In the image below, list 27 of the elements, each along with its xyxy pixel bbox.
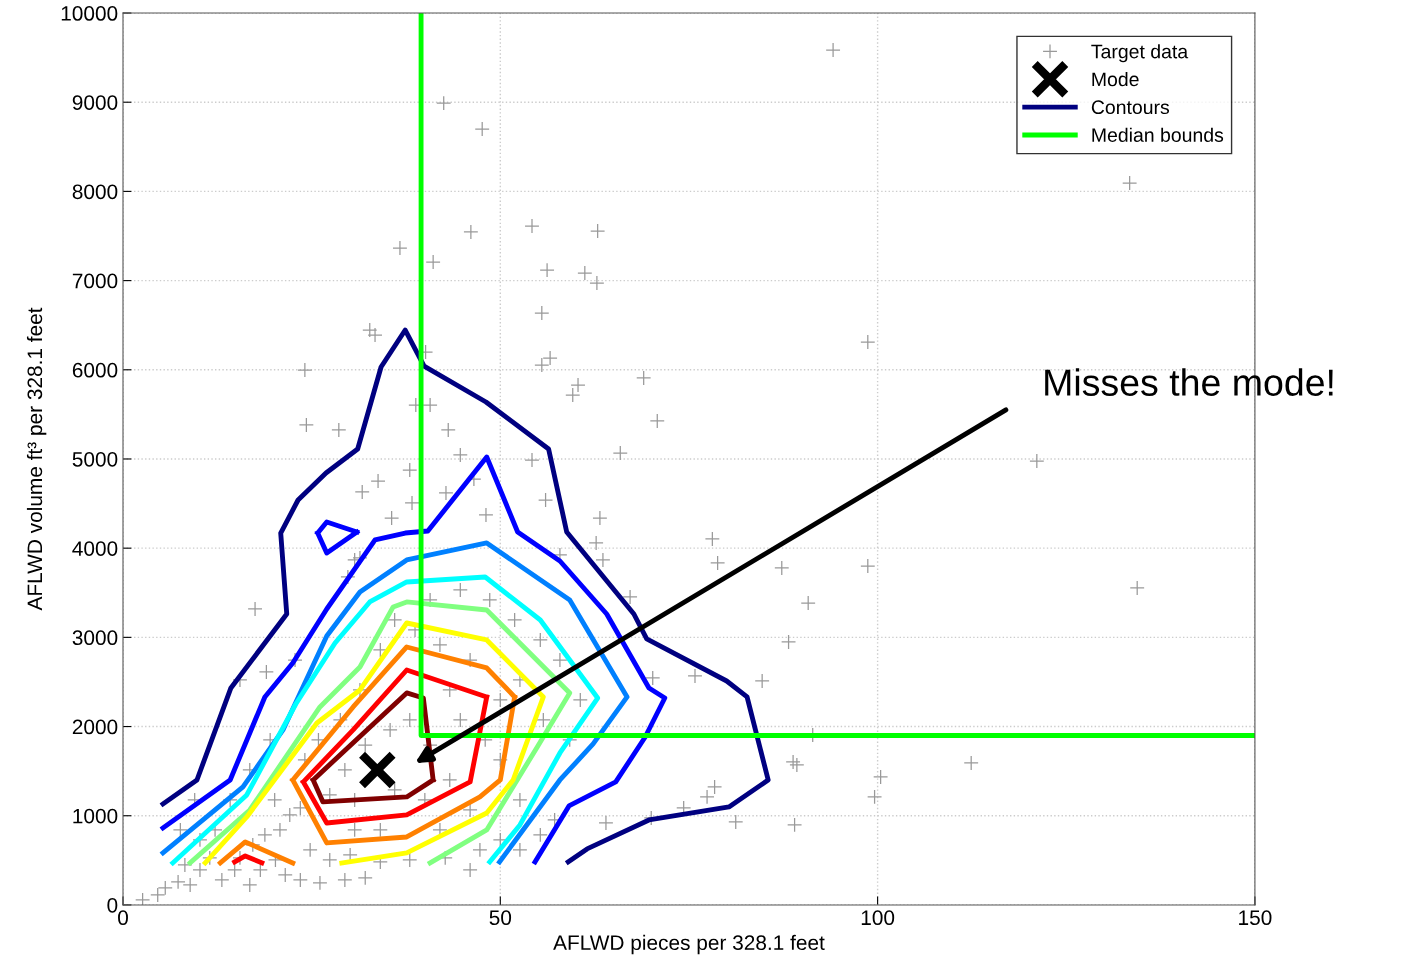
legend-label: Contours — [1091, 100, 1170, 115]
y-axis-title: AFLWD volume ft³ per 328.1 feet — [26, 307, 47, 611]
legend-label: Mode — [1092, 71, 1139, 87]
y-tick-label: 10000 — [61, 6, 118, 21]
y-tick-label: 3000 — [72, 630, 118, 646]
legend-label: Target data — [1091, 44, 1189, 63]
x-tick-label: 150 — [1239, 910, 1272, 926]
annotation: Misses the mode! — [1045, 368, 1333, 396]
x-tick-label: 100 — [861, 910, 895, 926]
y-tick-label: 5000 — [72, 451, 118, 467]
y-tick-label: 1000 — [73, 808, 118, 824]
x-tick-label: 50 — [489, 910, 512, 926]
line-series — [187, 599, 573, 866]
x-axis-title: AFLWD pieces per 328.1 feet — [553, 934, 825, 955]
y-tick-label: 4000 — [72, 541, 118, 556]
legend-label: Median bounds — [1092, 127, 1224, 142]
y-tick-label: 9000 — [72, 95, 118, 110]
y-tick-label: 2000 — [72, 719, 118, 735]
line-series — [160, 540, 630, 865]
y-tick-label: 8000 — [72, 184, 118, 200]
line-series — [202, 620, 546, 866]
y-tick-label: 6000 — [72, 362, 118, 378]
y-tick-label: 7000 — [72, 273, 118, 289]
y-tick-label: 0 — [107, 897, 118, 913]
x-tick-label: 0 — [118, 910, 128, 926]
line-series — [160, 327, 771, 865]
line-series — [170, 574, 601, 866]
